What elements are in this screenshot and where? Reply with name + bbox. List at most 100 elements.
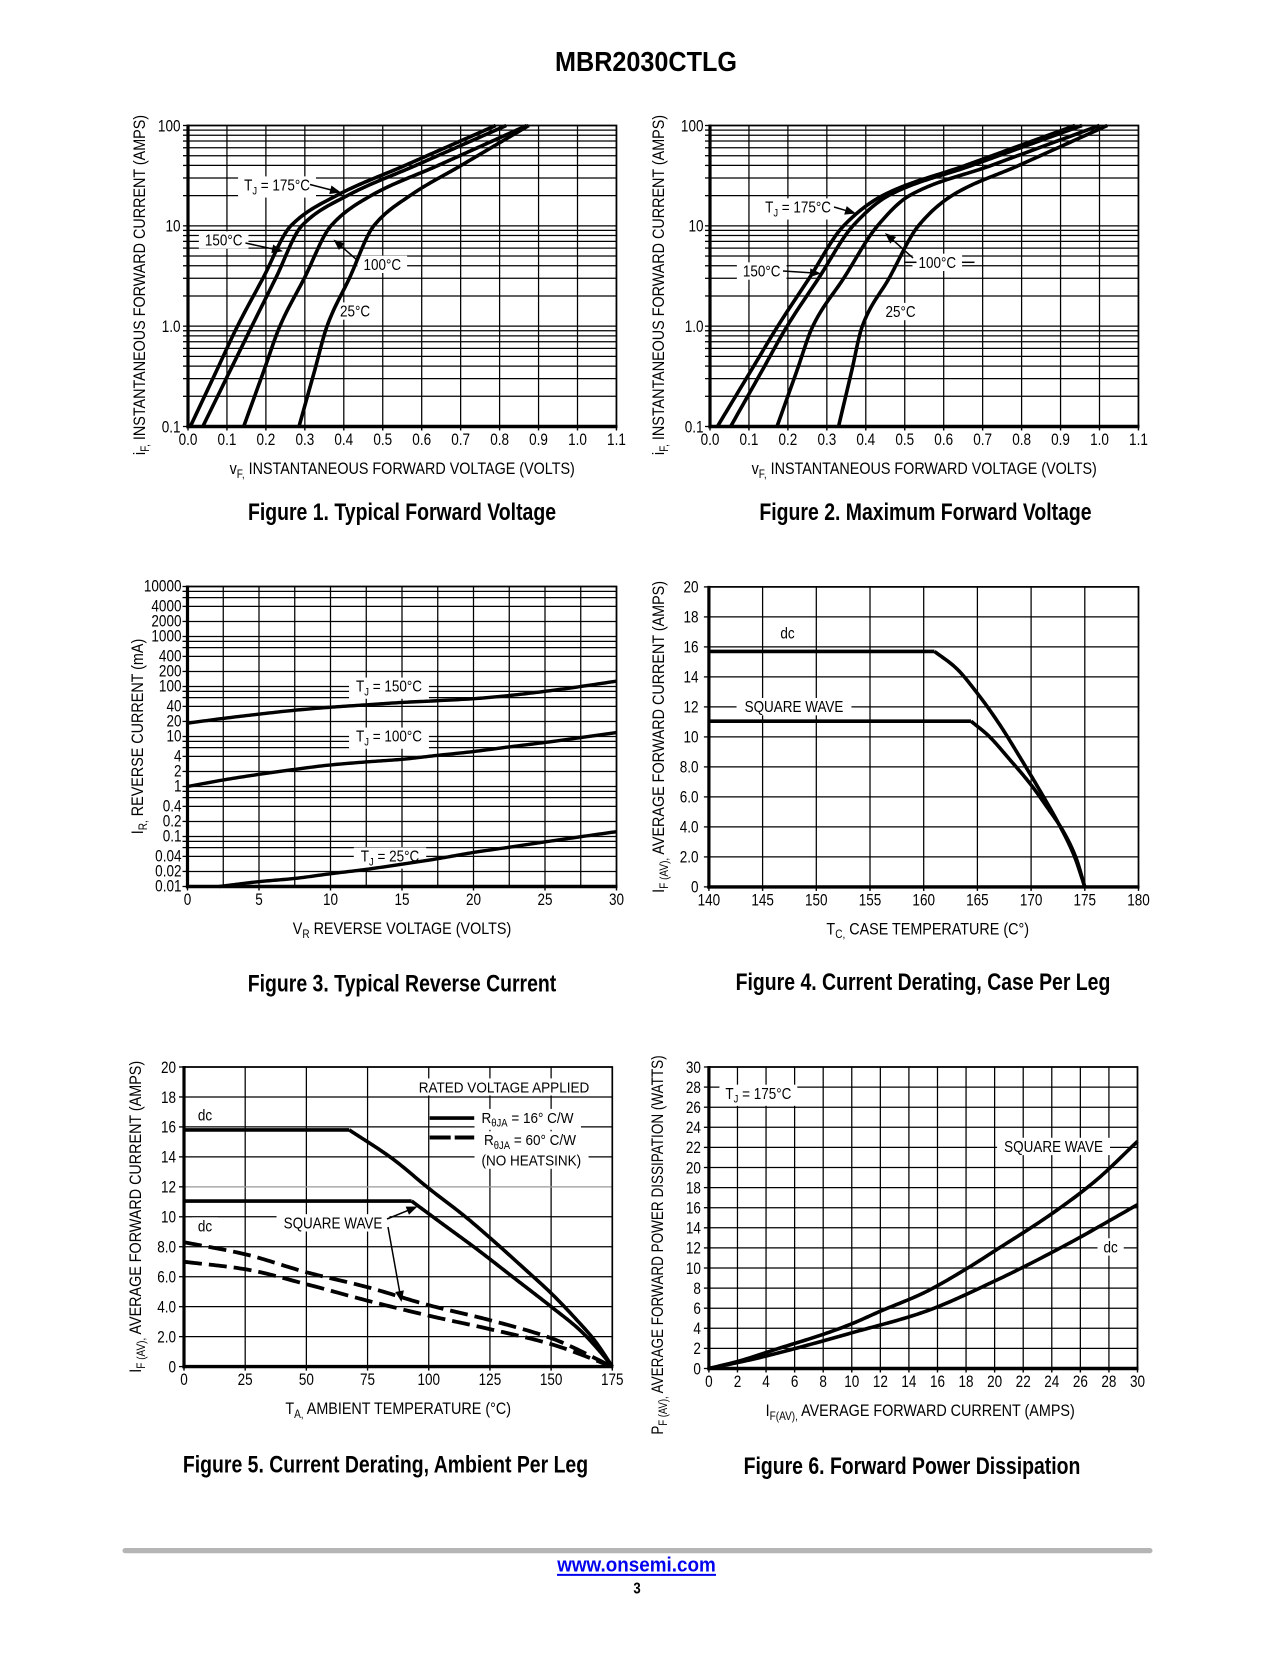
- svg-text:2: 2: [693, 1340, 701, 1359]
- svg-text:6.0: 6.0: [680, 788, 699, 807]
- svg-text:dc: dc: [1104, 1240, 1118, 1257]
- svg-text:0.8: 0.8: [490, 431, 509, 450]
- svg-text:2000: 2000: [151, 612, 181, 631]
- svg-text:PF (AV), AVERAGE FORWARD POWER: PF (AV), AVERAGE FORWARD POWER DISSIPATI…: [649, 1055, 670, 1434]
- svg-text:TC, CASE TEMPERATURE (C°): TC, CASE TEMPERATURE (C°): [826, 921, 1029, 942]
- svg-text:8: 8: [819, 1373, 827, 1392]
- svg-text:40: 40: [166, 697, 181, 716]
- svg-text:100: 100: [158, 117, 181, 136]
- svg-text:0: 0: [691, 878, 699, 897]
- svg-text:Figure 4. Current Derating, Ca: Figure 4. Current Derating, Case Per Leg: [736, 968, 1111, 995]
- svg-text:18: 18: [161, 1089, 176, 1108]
- svg-text:0.04: 0.04: [155, 847, 181, 866]
- svg-text:100: 100: [681, 117, 704, 136]
- svg-text:1.0: 1.0: [162, 318, 181, 337]
- svg-text:1.1: 1.1: [607, 431, 626, 450]
- svg-text:0.2: 0.2: [778, 431, 797, 450]
- svg-text:0.4: 0.4: [856, 431, 875, 450]
- svg-text:10: 10: [844, 1373, 859, 1392]
- svg-text:0.3: 0.3: [295, 431, 314, 450]
- svg-text:18: 18: [683, 608, 698, 627]
- svg-text:Figure 5. Current Derating, Am: Figure 5. Current Derating, Ambient Per …: [183, 1450, 588, 1477]
- svg-text:28: 28: [1101, 1373, 1116, 1392]
- svg-text:8.0: 8.0: [157, 1238, 176, 1257]
- svg-text:4: 4: [174, 747, 182, 766]
- svg-text:30: 30: [609, 891, 624, 910]
- svg-text:150: 150: [540, 1371, 563, 1390]
- svg-text:0.4: 0.4: [163, 797, 182, 816]
- svg-text:0.1: 0.1: [163, 827, 182, 846]
- svg-text:Figure 3. Typical Reverse Curr: Figure 3. Typical Reverse Current: [248, 970, 556, 997]
- svg-text:TJ = 175°C: TJ = 175°C: [725, 1086, 791, 1106]
- svg-text:150°C: 150°C: [205, 233, 243, 250]
- svg-text:TJ = 175°C: TJ = 175°C: [765, 200, 831, 220]
- svg-text:175: 175: [1074, 891, 1097, 910]
- svg-text:0.9: 0.9: [1051, 431, 1070, 450]
- svg-text:200: 200: [159, 662, 182, 681]
- svg-text:0: 0: [168, 1358, 176, 1377]
- svg-text:8: 8: [693, 1280, 701, 1299]
- svg-text:1.0: 1.0: [1090, 431, 1109, 450]
- svg-text:Figure 2. Maximum Forward Volt: Figure 2. Maximum Forward Voltage: [759, 498, 1091, 525]
- svg-text:140: 140: [698, 891, 721, 910]
- svg-text:0: 0: [693, 1360, 701, 1379]
- svg-text:30: 30: [686, 1059, 701, 1078]
- svg-text:25: 25: [537, 891, 552, 910]
- svg-text:20: 20: [686, 1159, 701, 1178]
- svg-text:0.7: 0.7: [973, 431, 992, 450]
- svg-text:0.8: 0.8: [1012, 431, 1031, 450]
- svg-text:8.0: 8.0: [680, 758, 699, 777]
- svg-text:TJ = 150°C: TJ = 150°C: [356, 679, 422, 699]
- svg-text:4.0: 4.0: [680, 818, 699, 837]
- svg-text:MBR2030CTLG: MBR2030CTLG: [555, 46, 737, 77]
- svg-text:75: 75: [360, 1371, 375, 1390]
- svg-text:16: 16: [161, 1119, 176, 1138]
- svg-text:0.1: 0.1: [162, 418, 181, 437]
- svg-text:14: 14: [686, 1219, 701, 1238]
- svg-text:0.2: 0.2: [256, 431, 275, 450]
- svg-text:16: 16: [683, 638, 698, 657]
- svg-text:100°C: 100°C: [919, 255, 957, 272]
- svg-text:4000: 4000: [151, 597, 181, 616]
- svg-text:400: 400: [159, 647, 182, 666]
- svg-text:150°C: 150°C: [743, 264, 781, 281]
- svg-text:1.0: 1.0: [685, 318, 704, 337]
- svg-text:IF(AV), AVERAGE FORWARD CURREN: IF(AV), AVERAGE FORWARD CURRENT (AMPS): [766, 1402, 1075, 1423]
- svg-text:vF, INSTANTANEOUS FORWARD VOLT: vF, INSTANTANEOUS FORWARD VOLTAGE (VOLTS…: [752, 460, 1097, 481]
- svg-text:iF, INSTANTANEOUS FORWARD CURR: iF, INSTANTANEOUS FORWARD CURRENT (AMPS): [650, 115, 671, 455]
- svg-text:SQUARE WAVE: SQUARE WAVE: [1004, 1139, 1103, 1156]
- svg-text:dc: dc: [198, 1219, 212, 1236]
- svg-text:30: 30: [1130, 1373, 1145, 1392]
- svg-text:5: 5: [255, 891, 263, 910]
- svg-text:25°C: 25°C: [340, 304, 370, 321]
- svg-text:iF, INSTANTANEOUS FORWARD CURR: iF, INSTANTANEOUS FORWARD CURRENT (AMPS): [131, 115, 152, 455]
- svg-text:0.5: 0.5: [373, 431, 392, 450]
- svg-text:26: 26: [1073, 1373, 1088, 1392]
- svg-text:RATED VOLTAGE APPLIED: RATED VOLTAGE APPLIED: [419, 1080, 590, 1097]
- svg-text:IF (AV), AVERAGE FORWARD CURRE: IF (AV), AVERAGE FORWARD CURRENT (AMPS): [650, 581, 671, 893]
- svg-text:Figure 6. Forward Power Dissip: Figure 6. Forward Power Dissipation: [744, 1452, 1081, 1479]
- svg-text:1000: 1000: [151, 627, 181, 646]
- svg-text:14: 14: [901, 1373, 916, 1392]
- svg-text:100°C: 100°C: [364, 257, 402, 274]
- svg-text:1: 1: [174, 777, 182, 796]
- svg-text:0: 0: [180, 1371, 188, 1390]
- svg-text:0.3: 0.3: [817, 431, 836, 450]
- svg-text:0.6: 0.6: [934, 431, 953, 450]
- svg-text:28: 28: [686, 1079, 701, 1098]
- svg-text:16: 16: [930, 1373, 945, 1392]
- svg-text:165: 165: [966, 891, 989, 910]
- svg-text:150: 150: [805, 891, 828, 910]
- svg-text:12: 12: [686, 1239, 701, 1258]
- svg-text:170: 170: [1020, 891, 1043, 910]
- svg-text:0.4: 0.4: [334, 431, 353, 450]
- svg-text:0.0: 0.0: [701, 431, 720, 450]
- svg-text:0.9: 0.9: [529, 431, 548, 450]
- svg-text:12: 12: [161, 1178, 176, 1197]
- svg-text:10: 10: [165, 217, 180, 236]
- svg-text:145: 145: [751, 891, 774, 910]
- svg-text:0.5: 0.5: [895, 431, 914, 450]
- svg-text:155: 155: [859, 891, 882, 910]
- svg-text:TA, AMBIENT TEMPERATURE (°C): TA, AMBIENT TEMPERATURE (°C): [285, 1400, 511, 1421]
- svg-text:160: 160: [912, 891, 935, 910]
